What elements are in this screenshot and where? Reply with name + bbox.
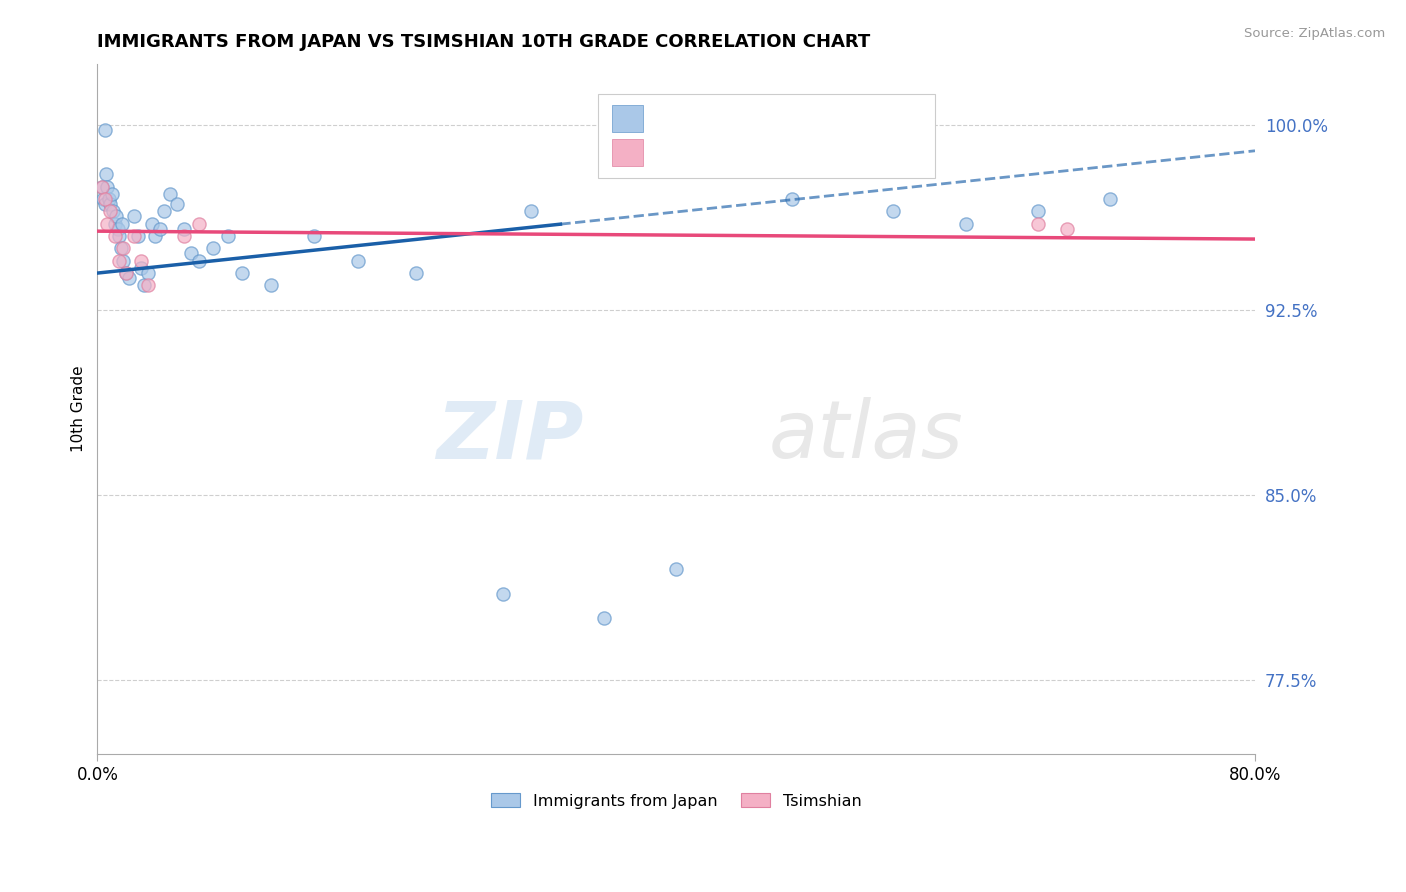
- Point: [96, 179, 118, 194]
- Point: [93, 197, 115, 211]
- Point: [143, 229, 166, 244]
- Point: [260, 278, 283, 293]
- Point: [592, 611, 614, 625]
- Point: [882, 204, 904, 219]
- Point: [100, 204, 122, 219]
- Point: [97, 192, 120, 206]
- Point: [1026, 204, 1049, 219]
- Point: [100, 197, 122, 211]
- Point: [108, 229, 131, 244]
- Text: IMMIGRANTS FROM JAPAN VS TSIMSHIAN 10TH GRADE CORRELATION CHART: IMMIGRANTS FROM JAPAN VS TSIMSHIAN 10TH …: [97, 33, 870, 51]
- Point: [520, 204, 543, 219]
- Point: [148, 221, 170, 235]
- Point: [780, 192, 803, 206]
- Point: [1056, 221, 1078, 235]
- Point: [173, 221, 195, 235]
- Point: [94, 168, 117, 182]
- Text: ZIP: ZIP: [436, 397, 583, 475]
- Point: [166, 197, 188, 211]
- Point: [112, 242, 135, 256]
- Point: [304, 229, 326, 244]
- Point: [90, 179, 112, 194]
- Point: [108, 253, 131, 268]
- Point: [90, 179, 112, 194]
- Point: [217, 229, 239, 244]
- Point: [104, 229, 127, 244]
- Point: [141, 217, 163, 231]
- Point: [111, 217, 134, 231]
- Point: [231, 266, 253, 280]
- Point: [132, 278, 155, 293]
- Text: atlas: atlas: [769, 397, 963, 475]
- Point: [405, 266, 427, 280]
- Point: [129, 261, 152, 276]
- Point: [665, 562, 688, 576]
- Point: [180, 246, 202, 260]
- Legend: Immigrants from Japan, Tsimshian: Immigrants from Japan, Tsimshian: [485, 787, 868, 815]
- Point: [118, 271, 141, 285]
- Point: [1099, 192, 1122, 206]
- Point: [122, 210, 145, 224]
- Point: [955, 217, 977, 231]
- Point: [346, 253, 368, 268]
- Point: [112, 253, 135, 268]
- Point: [115, 266, 138, 280]
- Text: R = -0.031   N = 15: R = -0.031 N = 15: [651, 145, 834, 159]
- Point: [91, 192, 114, 206]
- Point: [107, 221, 129, 235]
- Y-axis label: 10th Grade: 10th Grade: [72, 366, 86, 452]
- Point: [110, 242, 132, 256]
- Point: [105, 210, 128, 224]
- Point: [1026, 217, 1049, 231]
- Point: [187, 253, 209, 268]
- Point: [101, 187, 124, 202]
- Point: [96, 217, 118, 231]
- Point: [491, 586, 513, 600]
- Text: R =  0.061   N = 49: R = 0.061 N = 49: [651, 105, 834, 120]
- Point: [129, 253, 152, 268]
- Point: [153, 204, 176, 219]
- Point: [122, 229, 145, 244]
- Text: Source: ZipAtlas.com: Source: ZipAtlas.com: [1244, 27, 1385, 40]
- Point: [127, 229, 149, 244]
- Point: [202, 242, 225, 256]
- Point: [93, 192, 115, 206]
- Point: [187, 217, 209, 231]
- Point: [104, 217, 127, 231]
- Point: [93, 123, 115, 137]
- Point: [173, 229, 195, 244]
- Point: [136, 278, 159, 293]
- Point: [103, 204, 125, 219]
- Point: [159, 187, 181, 202]
- Point: [136, 266, 159, 280]
- Point: [115, 266, 138, 280]
